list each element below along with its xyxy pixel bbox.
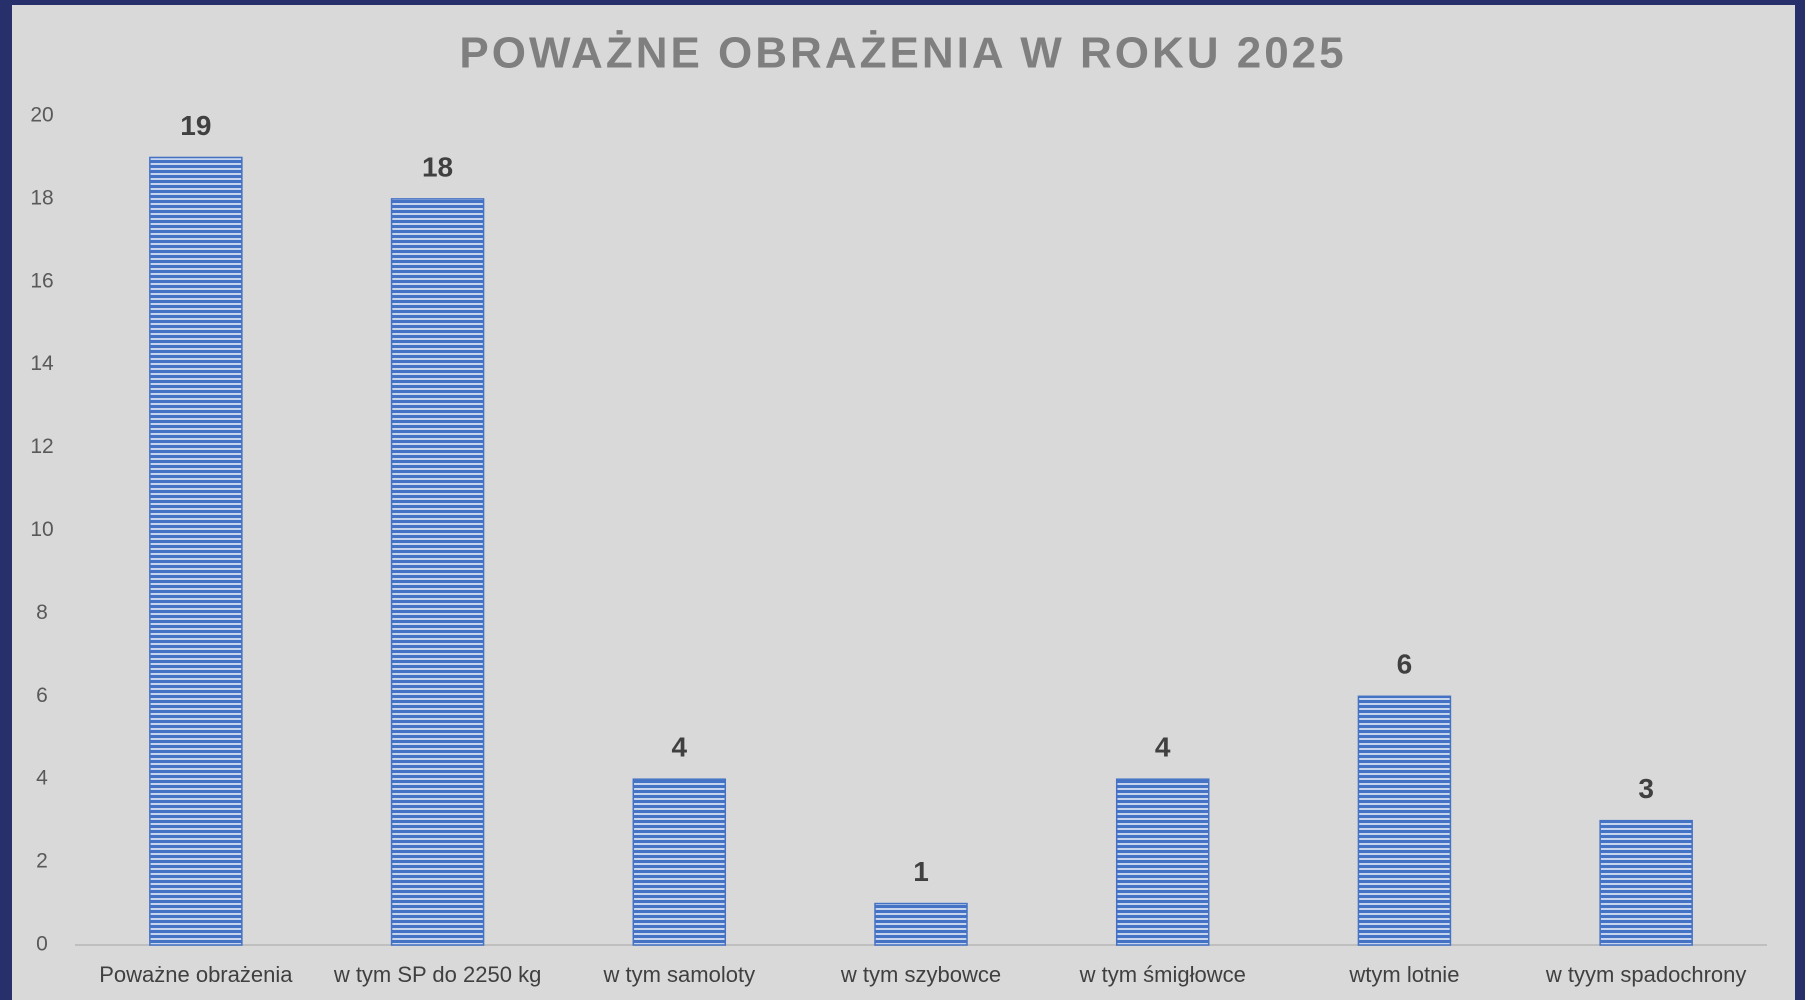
x-tick-label: w tym śmigłowce bbox=[1079, 962, 1246, 987]
y-tick-label: 10 bbox=[30, 518, 53, 541]
y-tick-label: 6 bbox=[36, 684, 48, 707]
value-label: 19 bbox=[180, 110, 211, 141]
bar bbox=[874, 902, 968, 946]
bar bbox=[1599, 819, 1693, 946]
y-tick-label: 12 bbox=[30, 435, 53, 458]
x-tick-label: w tym SP do 2250 kg bbox=[333, 962, 542, 987]
value-label: 6 bbox=[1397, 649, 1413, 680]
bar bbox=[1115, 778, 1210, 946]
y-tick-label: 2 bbox=[36, 850, 48, 873]
value-label: 1 bbox=[913, 856, 929, 887]
chart-background bbox=[12, 5, 1795, 1000]
chart-title: POWAŻNE OBRAŻENIA W ROKU 2025 bbox=[459, 29, 1346, 78]
bar bbox=[149, 156, 243, 946]
y-tick-label: 0 bbox=[36, 933, 48, 956]
bar bbox=[1357, 695, 1452, 946]
bar bbox=[390, 198, 485, 946]
value-label: 18 bbox=[422, 151, 453, 182]
y-tick-label: 20 bbox=[30, 104, 53, 127]
x-tick-label: w tyym spadochrony bbox=[1545, 962, 1747, 987]
y-tick-label: 8 bbox=[36, 601, 48, 624]
x-tick-label: Poważne obrażenia bbox=[99, 962, 293, 987]
x-tick-label: wtym lotnie bbox=[1348, 962, 1459, 987]
x-tick-label: w tym szybowce bbox=[840, 962, 1001, 987]
value-label: 3 bbox=[1638, 773, 1654, 804]
y-tick-label: 16 bbox=[30, 269, 53, 292]
value-label: 4 bbox=[671, 732, 687, 763]
y-tick-label: 4 bbox=[36, 767, 48, 790]
x-tick-label: w tym samoloty bbox=[602, 962, 755, 987]
y-tick-label: 14 bbox=[30, 352, 54, 375]
bar bbox=[632, 778, 727, 946]
y-tick-label: 18 bbox=[30, 186, 53, 209]
value-label: 4 bbox=[1155, 732, 1171, 763]
